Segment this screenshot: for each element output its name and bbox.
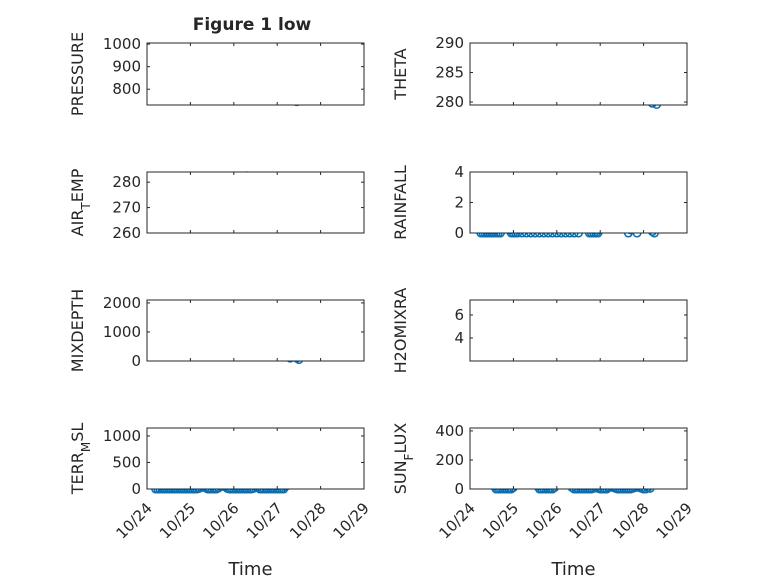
panel-7-x-axis-label: Time <box>227 559 272 580</box>
panel-2-y-tick-label: 290 <box>435 34 464 52</box>
panel-6-y-tick-label: 4 <box>454 329 464 347</box>
panel-5-y-axis-label: MIXDEPTH <box>68 289 87 372</box>
panel-2-y-tick-label: 285 <box>435 64 464 82</box>
panel-8-x-axis-label: Time <box>550 559 595 580</box>
panel-5-y-tick-label: 0 <box>131 352 141 370</box>
panel-3-y-tick-label: 260 <box>112 224 141 242</box>
panel-1-y-axis-label: PRESSURE <box>68 32 87 116</box>
panel-2-y-axis-label: THETA <box>391 48 410 100</box>
panel-4-y-axis-label: RAINFALL <box>391 165 410 240</box>
panel-7-x-tick-label: 10/25 <box>156 499 199 542</box>
panel-5-y-tick-label: 1000 <box>103 323 141 341</box>
panel-7-axes: 0 500 1000 TERRMSL 10/24 10/25 10/26 10/27 10/28… <box>68 423 373 580</box>
panel-6-axes: 4 6 H2OMIXRA <box>391 288 688 374</box>
panel-8-y-tick-label: 200 <box>435 451 464 469</box>
panel-3-frame <box>146 171 365 234</box>
panel-8-y-tick-label: 400 <box>435 422 464 440</box>
panel-8-axes: 0 200 400 SUNFLUX 10/24 10/25 10/26 10/27 10/28 1… <box>391 422 696 580</box>
panel-6-frame <box>469 299 688 362</box>
panel-3-y-tick-label: 270 <box>112 199 141 217</box>
panel-3-y-tick-label: 280 <box>112 173 141 191</box>
panel-7-y-tick-label: 1000 <box>103 427 141 445</box>
panel-6-y-axis-label: H2OMIXRA <box>391 288 410 374</box>
panel-3-y-axis-label: AIRTEMP <box>68 168 93 236</box>
panel-4-y-tick-label: 4 <box>454 163 464 181</box>
panel-7-x-tick-label: 10/26 <box>199 499 242 542</box>
panel-1-frame <box>146 42 365 106</box>
panel-2-y-tick-label: 280 <box>435 93 464 111</box>
panel-4-y-tick-label: 2 <box>454 194 464 212</box>
panel-8-x-tick-label: 10/29 <box>653 499 696 542</box>
panel-1-y-tick-label: 900 <box>112 58 141 76</box>
panel-8-y-tick-label: 0 <box>454 480 464 498</box>
panel-8-x-tick-label: 10/25 <box>479 499 522 542</box>
figure-title: Figure 1 low <box>193 15 312 35</box>
panel-8-x-tick-label: 10/28 <box>609 499 652 542</box>
panel-5-axes: 0 1000 2000 MIXDEPTH <box>68 289 365 372</box>
panel-8-y-axis-label: SUNFLUX <box>391 423 416 495</box>
panel-2-axes: 280 285 290 THETA <box>391 34 688 111</box>
panel-7-frame <box>146 427 365 490</box>
panel-1-y-tick-label: 1000 <box>103 35 141 53</box>
panel-8-x-tick-label: 10/24 <box>436 499 479 542</box>
panel-5-frame <box>146 299 365 362</box>
panel-8-x-tick-label: 10/26 <box>522 499 565 542</box>
panel-4-y-tick-label: 0 <box>454 224 464 242</box>
panel-7-x-tick-label: 10/24 <box>113 499 156 542</box>
panel-6-y-tick-label: 6 <box>454 306 464 324</box>
panel-7-y-axis-label: TERRMSL <box>68 423 93 496</box>
panel-7-y-tick-label: 0 <box>131 480 141 498</box>
panel-1-axes: 800 900 1000 PRESSURE <box>68 32 365 116</box>
panel-7-y-tick-label: 500 <box>112 453 141 471</box>
panel-5-y-tick-label: 2000 <box>103 294 141 312</box>
panel-7-x-tick-label: 10/29 <box>330 499 373 542</box>
panel-4-frame <box>469 171 688 234</box>
panel-1-y-tick-label: 800 <box>112 80 141 98</box>
panel-3-axes: 260 270 280 AIRTEMP <box>68 168 365 242</box>
panel-8-x-tick-label: 10/27 <box>566 499 609 542</box>
panel-4-axes: 0 2 4 RAINFALL <box>391 163 688 242</box>
panel-2-frame <box>469 42 688 106</box>
panel-7-x-tick-label: 10/27 <box>243 499 286 542</box>
panel-7-x-tick-label: 10/28 <box>286 499 329 542</box>
panel-8-frame <box>469 427 688 490</box>
